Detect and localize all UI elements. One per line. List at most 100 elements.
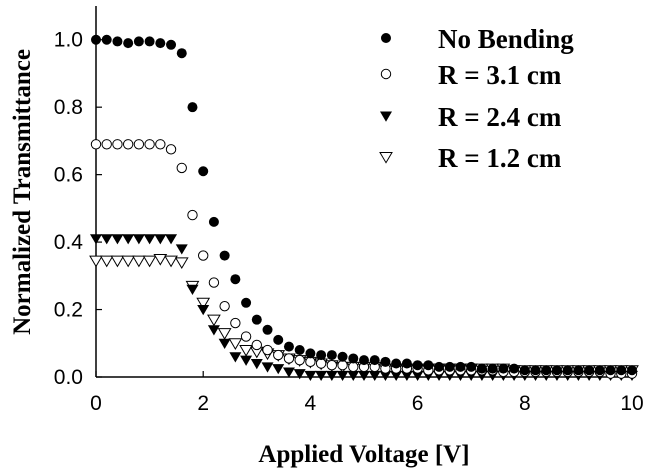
data-point bbox=[519, 365, 530, 376]
legend-label: R = 3.1 cm bbox=[438, 60, 562, 90]
data-point bbox=[176, 162, 187, 174]
data-point bbox=[391, 358, 402, 369]
axis-ticks bbox=[95, 39, 633, 378]
data-point bbox=[616, 365, 627, 376]
data-point bbox=[251, 339, 262, 351]
data-point bbox=[121, 255, 136, 268]
x-tick-label: 10 bbox=[620, 392, 643, 415]
data-point bbox=[250, 359, 263, 370]
data-point bbox=[112, 36, 123, 47]
data-point bbox=[91, 34, 101, 45]
data-point bbox=[336, 370, 349, 382]
data-point bbox=[293, 369, 306, 380]
data-point bbox=[155, 38, 166, 49]
data-point bbox=[90, 139, 102, 150]
data-point bbox=[166, 39, 177, 50]
data-point bbox=[294, 354, 305, 366]
data-point bbox=[273, 334, 284, 345]
data-point bbox=[282, 367, 295, 378]
data-point bbox=[198, 166, 209, 177]
legend-marker bbox=[379, 152, 393, 164]
y-tick-labels: 0.0 0.2 0.4 0.6 0.8 1.0 bbox=[54, 29, 84, 389]
data-point bbox=[100, 234, 113, 245]
data-point bbox=[498, 363, 509, 374]
data-point bbox=[400, 370, 413, 382]
data-point bbox=[207, 314, 221, 327]
data-point bbox=[175, 244, 188, 255]
data-point bbox=[133, 36, 144, 47]
data-point bbox=[551, 365, 562, 376]
data-point bbox=[380, 356, 391, 367]
y-tick-label: 0.6 bbox=[54, 164, 83, 187]
data-point bbox=[315, 370, 328, 382]
data-point bbox=[176, 48, 187, 59]
data-point bbox=[315, 358, 327, 369]
data-point bbox=[444, 361, 455, 372]
data-point bbox=[627, 365, 637, 376]
data-point bbox=[230, 274, 241, 285]
data-point bbox=[283, 341, 294, 352]
legend-label: R = 2.4 cm bbox=[438, 102, 562, 132]
data-point bbox=[316, 350, 327, 361]
y-tick-label: 0.0 bbox=[54, 366, 83, 389]
data-point bbox=[562, 365, 573, 376]
data-point bbox=[358, 370, 370, 382]
data-point bbox=[337, 351, 348, 362]
data-point bbox=[101, 34, 112, 45]
data-point bbox=[110, 255, 125, 268]
data-point bbox=[198, 250, 209, 261]
y-tick-label: 0.4 bbox=[54, 231, 84, 254]
data-point bbox=[197, 305, 210, 316]
data-point bbox=[229, 352, 242, 363]
data-point bbox=[241, 297, 252, 308]
data-point bbox=[262, 324, 273, 335]
x-axis-title: Applied Voltage [V] bbox=[258, 441, 469, 468]
data-point bbox=[122, 139, 134, 150]
data-point bbox=[208, 216, 219, 227]
data-point bbox=[164, 255, 178, 268]
data-point bbox=[187, 102, 198, 113]
legend-label: No Bending bbox=[438, 24, 574, 54]
data-point bbox=[219, 300, 230, 312]
data-point bbox=[455, 361, 466, 372]
data-point bbox=[165, 234, 178, 245]
data-point bbox=[466, 361, 477, 372]
data-point bbox=[122, 234, 135, 245]
data-point bbox=[347, 370, 360, 382]
data-point bbox=[144, 36, 155, 47]
data-point bbox=[230, 317, 241, 329]
data-point bbox=[326, 359, 338, 371]
data-point bbox=[605, 365, 616, 376]
y-tick-label: 1.0 bbox=[54, 29, 83, 52]
data-point bbox=[476, 363, 487, 374]
data-point bbox=[401, 358, 412, 369]
data-point bbox=[165, 144, 177, 155]
data-point bbox=[219, 250, 230, 261]
data-point bbox=[99, 255, 114, 268]
data-point bbox=[390, 370, 403, 382]
data-point bbox=[348, 353, 359, 364]
data-point bbox=[379, 370, 392, 382]
data-point bbox=[594, 365, 605, 376]
x-tick-label: 4 bbox=[305, 392, 317, 415]
x-tick-label: 2 bbox=[197, 392, 209, 415]
y-axis-title: Normalized Transmittance bbox=[9, 49, 36, 335]
data-point bbox=[369, 355, 380, 366]
data-point bbox=[509, 363, 520, 374]
data-point bbox=[359, 355, 369, 366]
data-point bbox=[326, 350, 337, 361]
data-point bbox=[411, 370, 424, 382]
data-point bbox=[434, 361, 445, 372]
data-points bbox=[89, 34, 639, 382]
data-point bbox=[283, 353, 295, 364]
data-point bbox=[368, 370, 381, 382]
data-point bbox=[423, 360, 434, 371]
x-tick-label: 0 bbox=[90, 392, 102, 415]
data-point bbox=[240, 331, 252, 342]
data-point bbox=[218, 338, 231, 349]
data-point bbox=[90, 234, 102, 245]
data-point bbox=[251, 314, 262, 325]
data-point bbox=[348, 361, 359, 373]
legend-label: R = 1.2 cm bbox=[438, 143, 562, 173]
data-point bbox=[153, 253, 168, 266]
